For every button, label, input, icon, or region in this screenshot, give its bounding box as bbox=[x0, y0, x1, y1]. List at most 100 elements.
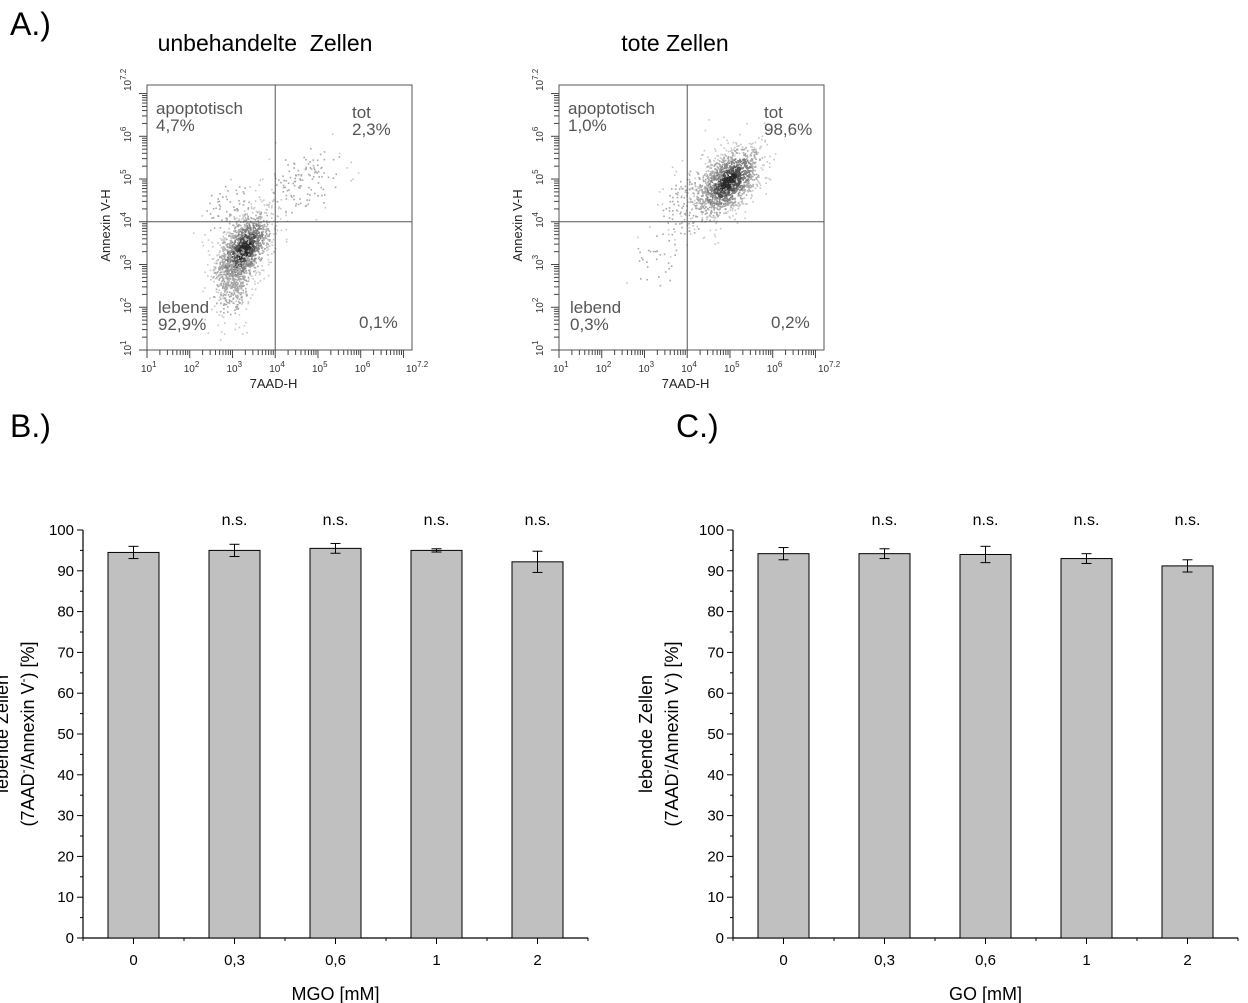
event-dot bbox=[284, 159, 287, 161]
event-dot bbox=[346, 167, 349, 169]
event-dot bbox=[213, 266, 216, 268]
event-dot bbox=[224, 291, 226, 293]
event-dot bbox=[705, 178, 707, 181]
x-tick-exponent: 6 bbox=[366, 360, 371, 369]
event-dot bbox=[737, 159, 739, 162]
event-dot bbox=[739, 177, 742, 180]
event-dot bbox=[294, 180, 297, 183]
event-dot bbox=[722, 175, 724, 177]
event-dot bbox=[725, 180, 727, 182]
event-dot bbox=[235, 226, 237, 228]
event-dot bbox=[706, 174, 709, 176]
event-dot bbox=[721, 184, 724, 186]
event-dot bbox=[689, 218, 692, 220]
event-dot bbox=[237, 277, 240, 279]
event-dot bbox=[244, 217, 247, 220]
event-dot bbox=[684, 213, 687, 215]
event-dot bbox=[703, 191, 705, 193]
event-dot bbox=[695, 215, 697, 218]
event-dot bbox=[276, 201, 279, 203]
event-dot bbox=[222, 295, 225, 297]
event-dot bbox=[738, 205, 740, 208]
event-dot bbox=[715, 177, 718, 179]
event-dot bbox=[230, 283, 233, 285]
event-dot bbox=[238, 228, 241, 231]
event-dot bbox=[248, 243, 251, 246]
event-dot bbox=[735, 178, 738, 180]
event-dot bbox=[220, 331, 223, 333]
event-dot bbox=[257, 241, 260, 243]
event-dot bbox=[237, 230, 240, 232]
event-dot bbox=[248, 224, 250, 226]
event-dot bbox=[716, 200, 719, 203]
event-dot bbox=[250, 249, 253, 251]
event-dot bbox=[682, 205, 685, 208]
event-dot bbox=[675, 209, 678, 212]
event-dot bbox=[707, 208, 710, 211]
event-dot bbox=[733, 184, 735, 187]
event-dot bbox=[693, 202, 696, 205]
event-dot bbox=[744, 158, 747, 161]
event-dot bbox=[719, 182, 722, 185]
event-dot bbox=[749, 163, 752, 165]
event-dot bbox=[716, 202, 718, 205]
event-dot bbox=[219, 263, 221, 265]
event-dot bbox=[223, 263, 225, 265]
event-dot bbox=[228, 296, 231, 298]
event-dot bbox=[323, 151, 326, 153]
event-dot bbox=[683, 203, 685, 205]
event-dot bbox=[215, 260, 218, 262]
event-dot bbox=[656, 235, 658, 237]
event-dot bbox=[234, 227, 236, 230]
event-dot bbox=[655, 258, 658, 261]
event-dot bbox=[691, 217, 694, 219]
event-dot bbox=[287, 182, 290, 184]
event-dot bbox=[248, 264, 250, 266]
event-dot bbox=[243, 220, 246, 222]
event-dot bbox=[234, 261, 237, 263]
event-dot bbox=[257, 237, 259, 239]
event-dot bbox=[243, 242, 245, 244]
event-dot bbox=[642, 258, 644, 261]
y-tick-label: 101 bbox=[119, 340, 134, 356]
event-dot bbox=[722, 161, 724, 164]
event-dot bbox=[755, 173, 758, 176]
event-dot bbox=[713, 177, 716, 179]
event-dot bbox=[626, 282, 628, 284]
event-dot bbox=[255, 210, 258, 213]
event-dot bbox=[217, 275, 220, 278]
event-dot bbox=[742, 203, 745, 205]
event-dot bbox=[742, 179, 744, 181]
event-dot bbox=[743, 154, 745, 157]
event-dot bbox=[236, 254, 238, 257]
event-dot bbox=[706, 189, 709, 191]
event-dot bbox=[259, 237, 262, 240]
event-dot bbox=[711, 164, 713, 166]
event-dot bbox=[709, 174, 711, 177]
y-tick-label: 105 bbox=[531, 169, 546, 185]
event-dot bbox=[717, 202, 720, 205]
event-dot bbox=[709, 177, 711, 179]
event-dot bbox=[251, 217, 253, 220]
event-dot bbox=[725, 162, 728, 165]
event-dot bbox=[237, 283, 239, 286]
event-dot bbox=[705, 206, 707, 208]
event-dot bbox=[731, 195, 733, 197]
y-tick-label: 90 bbox=[707, 563, 724, 580]
event-dot bbox=[260, 246, 263, 249]
event-dot bbox=[223, 237, 225, 239]
event-dot bbox=[710, 206, 713, 209]
event-dot bbox=[271, 241, 273, 243]
event-dot bbox=[223, 253, 226, 255]
event-dot bbox=[270, 217, 273, 219]
event-dot bbox=[350, 180, 352, 182]
event-dot bbox=[726, 202, 728, 205]
event-dot bbox=[744, 162, 746, 164]
event-dot bbox=[736, 162, 738, 164]
event-dot bbox=[734, 158, 736, 161]
event-dot bbox=[697, 186, 699, 188]
event-dot bbox=[750, 170, 752, 172]
event-dot bbox=[265, 237, 268, 240]
event-dot bbox=[724, 178, 727, 181]
event-dot bbox=[260, 212, 262, 215]
